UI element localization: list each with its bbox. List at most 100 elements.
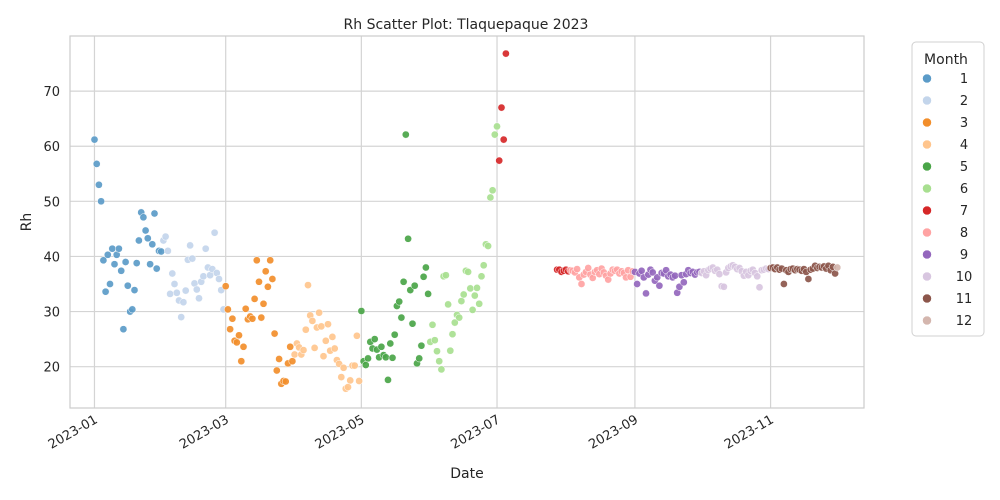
data-point	[490, 130, 499, 139]
data-point	[397, 313, 406, 322]
series-month-11	[766, 261, 839, 288]
data-point	[235, 331, 243, 340]
data-point	[466, 284, 475, 293]
data-point	[146, 260, 154, 269]
data-point	[281, 377, 290, 386]
data-point	[99, 256, 108, 265]
data-point	[264, 282, 272, 291]
data-point	[315, 308, 323, 317]
series-month-3	[221, 256, 297, 388]
legend-label: 4	[960, 138, 968, 153]
data-point	[150, 209, 159, 218]
legend-label: 1	[960, 72, 968, 87]
data-point	[221, 282, 230, 291]
y-axis-label: Rh	[19, 213, 35, 232]
data-point	[270, 329, 279, 338]
data-point	[337, 373, 346, 381]
data-point	[188, 254, 197, 263]
legend-marker	[922, 95, 932, 106]
data-point	[355, 377, 363, 385]
data-point	[464, 268, 472, 276]
data-point	[353, 331, 361, 340]
legend-label: 10	[956, 270, 973, 285]
data-point	[168, 269, 177, 278]
data-point	[399, 277, 408, 286]
data-point	[252, 256, 261, 265]
legend-label: 2	[960, 94, 968, 109]
data-point	[135, 236, 143, 245]
data-point	[121, 258, 130, 266]
series-month-8	[566, 264, 637, 288]
data-point	[241, 304, 250, 313]
data-point	[577, 280, 586, 288]
plot-frame	[69, 35, 865, 409]
data-point	[90, 135, 99, 144]
data-point	[502, 49, 510, 58]
data-point	[780, 280, 788, 288]
data-point	[250, 295, 259, 303]
data-point	[671, 271, 679, 280]
data-point	[226, 325, 234, 334]
data-point	[459, 290, 468, 299]
data-point	[317, 322, 326, 331]
data-point	[106, 280, 114, 288]
data-point	[123, 281, 132, 290]
series-month-12	[833, 263, 842, 272]
data-point	[442, 271, 450, 280]
legend-marker	[922, 139, 932, 150]
series-month-10	[697, 261, 773, 292]
series-month-2	[159, 228, 228, 321]
data-point	[255, 277, 263, 286]
data-point	[139, 213, 148, 222]
data-point	[161, 232, 170, 241]
data-point	[304, 281, 312, 289]
data-point	[110, 260, 119, 269]
series-month-5	[357, 130, 432, 384]
data-point	[195, 294, 203, 303]
data-point	[419, 272, 428, 281]
data-point	[103, 250, 112, 259]
data-point	[493, 122, 501, 131]
data-point	[346, 376, 355, 385]
data-point	[479, 261, 488, 270]
data-point	[410, 281, 419, 290]
y-tick-label: 50	[43, 195, 60, 210]
data-point	[319, 352, 328, 361]
data-point	[344, 383, 352, 391]
data-point	[448, 330, 457, 339]
data-point	[386, 339, 395, 348]
series-month-6	[426, 122, 501, 374]
data-point	[446, 346, 455, 355]
legend-box	[911, 41, 985, 337]
data-point	[92, 160, 101, 168]
data-point	[475, 299, 484, 308]
legend-label: 6	[960, 182, 968, 197]
data-point	[720, 282, 728, 291]
data-point	[495, 156, 504, 165]
data-point	[401, 130, 410, 139]
data-point	[350, 361, 359, 370]
data-point	[384, 376, 392, 384]
data-point	[152, 264, 161, 273]
data-point	[177, 313, 186, 321]
data-point	[486, 193, 495, 202]
series-month-1	[90, 135, 166, 334]
data-point	[166, 290, 174, 298]
data-point	[435, 357, 444, 366]
data-point	[637, 266, 646, 275]
data-point	[210, 228, 219, 237]
series-month-4	[290, 281, 363, 393]
legend-marker	[922, 183, 932, 194]
data-point	[390, 330, 399, 339]
data-point	[286, 342, 295, 351]
data-point	[268, 275, 277, 283]
data-point	[119, 325, 128, 334]
legend-label: 12	[956, 314, 973, 329]
data-point	[655, 281, 664, 290]
legend-label: 11	[956, 292, 973, 307]
data-point	[132, 259, 141, 267]
legend-marker	[922, 315, 932, 326]
y-axis-ticks: 20 30 40 50 60 70	[43, 85, 60, 376]
data-point	[310, 344, 319, 352]
